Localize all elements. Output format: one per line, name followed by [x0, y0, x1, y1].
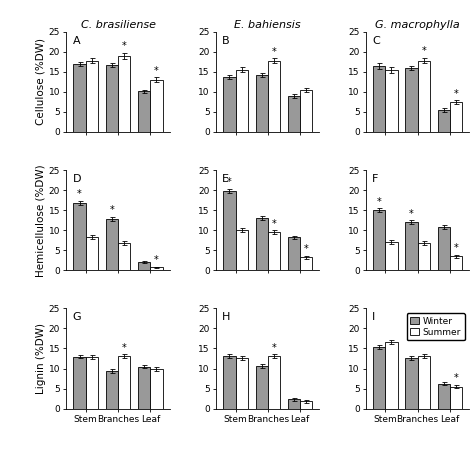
Bar — [86, 61, 98, 132]
Bar — [450, 102, 462, 132]
Bar — [73, 203, 86, 270]
Text: *: * — [454, 89, 458, 99]
Bar — [288, 237, 300, 270]
Text: E: E — [222, 174, 229, 184]
Bar — [438, 110, 450, 132]
Bar — [236, 230, 248, 270]
Text: *: * — [109, 205, 114, 215]
Bar — [385, 70, 398, 132]
Bar — [150, 80, 163, 132]
Bar — [405, 68, 418, 132]
Bar — [405, 358, 418, 409]
Bar — [268, 61, 280, 132]
Bar — [236, 70, 248, 132]
Bar — [255, 218, 268, 270]
Y-axis label: Lignin (%DW): Lignin (%DW) — [36, 323, 46, 394]
Text: *: * — [272, 47, 276, 57]
Text: *: * — [454, 243, 458, 253]
Bar — [268, 356, 280, 409]
Bar — [236, 359, 248, 409]
Y-axis label: Cellulose (%DW): Cellulose (%DW) — [36, 39, 46, 125]
Text: *: * — [154, 66, 159, 76]
Text: *: * — [227, 178, 232, 188]
Text: C: C — [372, 36, 380, 46]
Bar — [373, 66, 385, 132]
Bar — [106, 219, 118, 270]
Legend: Winter, Summer: Winter, Summer — [407, 313, 465, 340]
Bar — [138, 262, 150, 270]
Bar — [150, 369, 163, 409]
Text: D: D — [73, 174, 81, 184]
Title: C. brasiliense: C. brasiliense — [81, 20, 155, 30]
Bar — [118, 56, 130, 132]
Text: A: A — [73, 36, 80, 46]
Text: *: * — [421, 46, 426, 56]
Bar — [438, 227, 450, 270]
Bar — [385, 242, 398, 270]
Bar — [405, 222, 418, 270]
Bar — [150, 267, 163, 270]
Text: *: * — [272, 219, 276, 229]
Text: *: * — [377, 197, 382, 207]
Text: *: * — [272, 343, 276, 353]
Bar — [418, 356, 430, 409]
Bar — [373, 347, 385, 409]
Bar — [288, 96, 300, 132]
Text: B: B — [222, 36, 230, 46]
Bar — [118, 356, 130, 409]
Title: E. bahiensis: E. bahiensis — [235, 20, 301, 30]
Bar — [73, 64, 86, 132]
Bar — [255, 75, 268, 132]
Bar — [300, 90, 312, 132]
Bar — [300, 257, 312, 270]
Text: *: * — [77, 189, 82, 199]
Bar — [300, 401, 312, 409]
Text: *: * — [122, 41, 127, 51]
Bar — [223, 355, 236, 409]
Bar — [223, 191, 236, 270]
Bar — [138, 366, 150, 409]
Bar — [268, 232, 280, 270]
Bar — [288, 400, 300, 409]
Bar — [418, 61, 430, 132]
Bar — [73, 357, 86, 409]
Bar — [106, 64, 118, 132]
Text: *: * — [154, 255, 159, 265]
Bar — [255, 366, 268, 409]
Text: *: * — [454, 373, 458, 383]
Bar — [418, 243, 430, 270]
Bar — [106, 371, 118, 409]
Bar — [385, 342, 398, 409]
Text: *: * — [409, 208, 414, 218]
Bar — [86, 357, 98, 409]
Text: *: * — [122, 343, 127, 353]
Title: G. macrophylla: G. macrophylla — [375, 20, 460, 30]
Bar — [223, 77, 236, 132]
Bar — [450, 386, 462, 409]
Text: G: G — [73, 312, 81, 322]
Text: *: * — [304, 244, 309, 254]
Bar — [438, 384, 450, 409]
Bar — [450, 256, 462, 270]
Y-axis label: Hemicellulose (%DW): Hemicellulose (%DW) — [36, 164, 46, 276]
Text: I: I — [372, 312, 375, 322]
Bar — [138, 91, 150, 132]
Bar — [373, 210, 385, 270]
Bar — [86, 237, 98, 270]
Bar — [118, 243, 130, 270]
Text: F: F — [372, 174, 379, 184]
Text: H: H — [222, 312, 231, 322]
